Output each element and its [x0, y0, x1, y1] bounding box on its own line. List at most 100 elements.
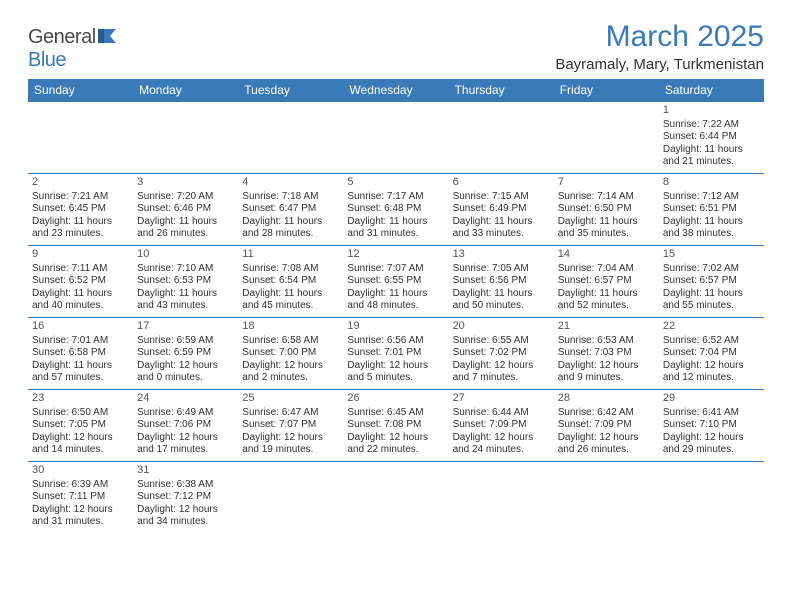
- day-number: 5: [347, 176, 444, 190]
- cell-sunset: Sunset: 7:01 PM: [347, 347, 444, 360]
- calendar-cell: 25Sunrise: 6:47 AMSunset: 7:07 PMDayligh…: [238, 390, 343, 462]
- cell-daylight1: Daylight: 12 hours: [453, 360, 550, 373]
- cell-sunset: Sunset: 6:53 PM: [137, 275, 234, 288]
- cell-sunset: Sunset: 6:54 PM: [242, 275, 339, 288]
- calendar-cell-empty: [449, 102, 554, 174]
- cell-daylight1: Daylight: 11 hours: [32, 360, 129, 373]
- cell-sunrise: Sunrise: 7:15 AM: [453, 191, 550, 204]
- cell-daylight2: and 26 minutes.: [558, 444, 655, 457]
- cell-sunrise: Sunrise: 7:07 AM: [347, 263, 444, 276]
- calendar-cell-empty: [238, 102, 343, 174]
- calendar-cell-empty: [238, 462, 343, 534]
- cell-daylight2: and 23 minutes.: [32, 228, 129, 241]
- calendar-cell: 21Sunrise: 6:53 AMSunset: 7:03 PMDayligh…: [554, 318, 659, 390]
- calendar-cell: 19Sunrise: 6:56 AMSunset: 7:01 PMDayligh…: [343, 318, 448, 390]
- cell-sunrise: Sunrise: 7:20 AM: [137, 191, 234, 204]
- calendar-cell-empty: [659, 462, 764, 534]
- cell-daylight1: Daylight: 11 hours: [32, 216, 129, 229]
- calendar-cell: 13Sunrise: 7:05 AMSunset: 6:56 PMDayligh…: [449, 246, 554, 318]
- cell-daylight2: and 29 minutes.: [663, 444, 760, 457]
- calendar-cell: 26Sunrise: 6:45 AMSunset: 7:08 PMDayligh…: [343, 390, 448, 462]
- day-number: 22: [663, 320, 760, 334]
- cell-sunset: Sunset: 6:57 PM: [558, 275, 655, 288]
- cell-sunset: Sunset: 6:55 PM: [347, 275, 444, 288]
- cell-sunset: Sunset: 7:09 PM: [453, 419, 550, 432]
- day-number: 12: [347, 248, 444, 262]
- cell-sunrise: Sunrise: 6:56 AM: [347, 335, 444, 348]
- calendar-cell: 3Sunrise: 7:20 AMSunset: 6:46 PMDaylight…: [133, 174, 238, 246]
- day-number: 20: [453, 320, 550, 334]
- weekday-header: Thursday: [449, 79, 554, 102]
- cell-daylight1: Daylight: 12 hours: [453, 432, 550, 445]
- day-number: 16: [32, 320, 129, 334]
- cell-daylight1: Daylight: 12 hours: [558, 360, 655, 373]
- cell-sunrise: Sunrise: 6:44 AM: [453, 407, 550, 420]
- day-number: 21: [558, 320, 655, 334]
- calendar-row: 1Sunrise: 7:22 AMSunset: 6:44 PMDaylight…: [28, 102, 764, 174]
- cell-daylight2: and 48 minutes.: [347, 300, 444, 313]
- day-number: 31: [137, 464, 234, 478]
- day-number: 13: [453, 248, 550, 262]
- cell-sunrise: Sunrise: 6:58 AM: [242, 335, 339, 348]
- calendar-cell: 29Sunrise: 6:41 AMSunset: 7:10 PMDayligh…: [659, 390, 764, 462]
- day-number: 25: [242, 392, 339, 406]
- day-number: 10: [137, 248, 234, 262]
- cell-daylight1: Daylight: 11 hours: [137, 288, 234, 301]
- cell-sunrise: Sunrise: 6:52 AM: [663, 335, 760, 348]
- cell-daylight2: and 17 minutes.: [137, 444, 234, 457]
- cell-sunrise: Sunrise: 6:49 AM: [137, 407, 234, 420]
- cell-sunset: Sunset: 6:46 PM: [137, 203, 234, 216]
- calendar-cell: 28Sunrise: 6:42 AMSunset: 7:09 PMDayligh…: [554, 390, 659, 462]
- calendar-cell: 10Sunrise: 7:10 AMSunset: 6:53 PMDayligh…: [133, 246, 238, 318]
- cell-sunset: Sunset: 6:50 PM: [558, 203, 655, 216]
- cell-daylight1: Daylight: 12 hours: [663, 360, 760, 373]
- cell-sunset: Sunset: 6:52 PM: [32, 275, 129, 288]
- day-number: 28: [558, 392, 655, 406]
- logo: GeneralBlue: [28, 26, 120, 72]
- cell-sunrise: Sunrise: 6:53 AM: [558, 335, 655, 348]
- day-number: 24: [137, 392, 234, 406]
- cell-sunset: Sunset: 7:10 PM: [663, 419, 760, 432]
- cell-daylight1: Daylight: 12 hours: [242, 432, 339, 445]
- cell-sunrise: Sunrise: 7:18 AM: [242, 191, 339, 204]
- flag-icon: [98, 27, 120, 43]
- cell-daylight2: and 50 minutes.: [453, 300, 550, 313]
- calendar-body: 1Sunrise: 7:22 AMSunset: 6:44 PMDaylight…: [28, 102, 764, 534]
- cell-daylight2: and 26 minutes.: [137, 228, 234, 241]
- calendar-cell: 6Sunrise: 7:15 AMSunset: 6:49 PMDaylight…: [449, 174, 554, 246]
- cell-daylight2: and 19 minutes.: [242, 444, 339, 457]
- cell-daylight2: and 14 minutes.: [32, 444, 129, 457]
- calendar-row: 30Sunrise: 6:39 AMSunset: 7:11 PMDayligh…: [28, 462, 764, 534]
- calendar-cell: 14Sunrise: 7:04 AMSunset: 6:57 PMDayligh…: [554, 246, 659, 318]
- cell-daylight2: and 43 minutes.: [137, 300, 234, 313]
- cell-sunrise: Sunrise: 7:14 AM: [558, 191, 655, 204]
- calendar-cell: 22Sunrise: 6:52 AMSunset: 7:04 PMDayligh…: [659, 318, 764, 390]
- calendar-cell: 7Sunrise: 7:14 AMSunset: 6:50 PMDaylight…: [554, 174, 659, 246]
- day-number: 8: [663, 176, 760, 190]
- cell-sunrise: Sunrise: 6:47 AM: [242, 407, 339, 420]
- cell-sunrise: Sunrise: 6:42 AM: [558, 407, 655, 420]
- cell-daylight2: and 52 minutes.: [558, 300, 655, 313]
- cell-daylight2: and 28 minutes.: [242, 228, 339, 241]
- cell-sunset: Sunset: 7:03 PM: [558, 347, 655, 360]
- cell-daylight1: Daylight: 12 hours: [558, 432, 655, 445]
- cell-sunset: Sunset: 6:48 PM: [347, 203, 444, 216]
- cell-daylight1: Daylight: 11 hours: [347, 288, 444, 301]
- cell-daylight1: Daylight: 12 hours: [137, 360, 234, 373]
- calendar-cell: 8Sunrise: 7:12 AMSunset: 6:51 PMDaylight…: [659, 174, 764, 246]
- cell-sunrise: Sunrise: 6:50 AM: [32, 407, 129, 420]
- cell-daylight2: and 2 minutes.: [242, 372, 339, 385]
- cell-daylight1: Daylight: 11 hours: [242, 288, 339, 301]
- weekday-header: Sunday: [28, 79, 133, 102]
- cell-daylight1: Daylight: 11 hours: [347, 216, 444, 229]
- cell-daylight1: Daylight: 12 hours: [137, 504, 234, 517]
- cell-sunrise: Sunrise: 6:39 AM: [32, 479, 129, 492]
- day-number: 7: [558, 176, 655, 190]
- day-number: 11: [242, 248, 339, 262]
- location: Bayramaly, Mary, Turkmenistan: [555, 56, 764, 73]
- day-number: 3: [137, 176, 234, 190]
- calendar-cell-empty: [449, 462, 554, 534]
- cell-sunset: Sunset: 7:02 PM: [453, 347, 550, 360]
- cell-sunset: Sunset: 6:49 PM: [453, 203, 550, 216]
- cell-daylight1: Daylight: 11 hours: [558, 216, 655, 229]
